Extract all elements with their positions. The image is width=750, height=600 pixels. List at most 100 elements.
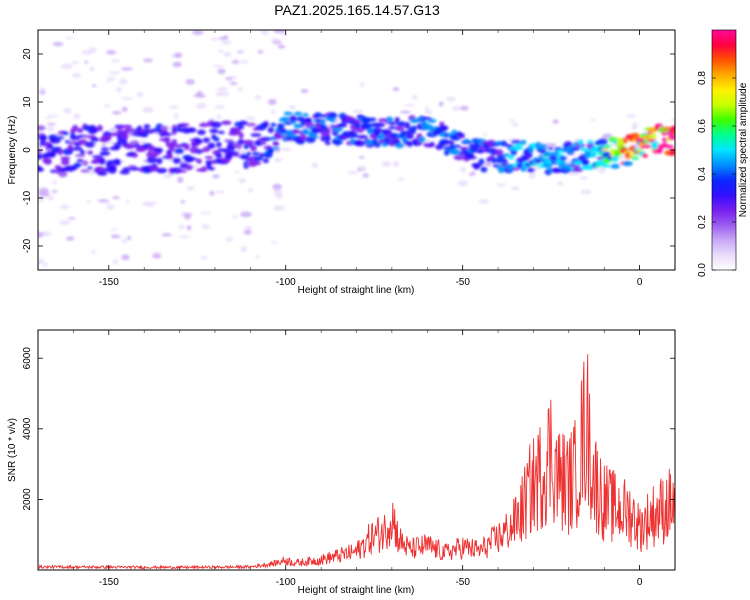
heatmap-cell bbox=[103, 104, 111, 108]
heatmap-cell bbox=[143, 58, 153, 63]
colorbar-tick-label: 0.4 bbox=[697, 167, 708, 181]
spectrogram-ylabel: Frequency (Hz) bbox=[7, 116, 18, 185]
heatmap-cell bbox=[328, 112, 338, 120]
heatmap-cell bbox=[84, 141, 96, 148]
heatmap-cell bbox=[186, 127, 197, 133]
heatmap-cell bbox=[234, 170, 240, 174]
heatmap-cell bbox=[216, 141, 222, 148]
heatmap-cell bbox=[642, 153, 648, 158]
heatmap-cell bbox=[56, 136, 65, 140]
heatmap-cell bbox=[233, 153, 240, 157]
heatmap-cell bbox=[603, 144, 612, 148]
heatmap-cell bbox=[362, 123, 373, 129]
heatmap-cell bbox=[99, 150, 111, 156]
heatmap-cell bbox=[552, 119, 559, 124]
heatmap-cell bbox=[240, 211, 252, 218]
heatmap-cell bbox=[217, 130, 225, 135]
heatmap-cell bbox=[452, 144, 462, 148]
heatmap-cell bbox=[354, 121, 361, 129]
heatmap-cell bbox=[67, 144, 73, 151]
heatmap-cell bbox=[216, 114, 222, 120]
heatmap-cell bbox=[152, 253, 162, 259]
heatmap-cell bbox=[80, 169, 90, 173]
heatmap-cell bbox=[156, 157, 163, 165]
heatmap-cell bbox=[270, 240, 278, 244]
heatmap-cell bbox=[81, 50, 93, 55]
heatmap-cell bbox=[217, 86, 229, 92]
heatmap-cell bbox=[338, 123, 348, 128]
heatmap-cell bbox=[596, 156, 605, 160]
heatmap-cell bbox=[38, 125, 46, 131]
heatmap-cell bbox=[570, 147, 581, 151]
heatmap-cell bbox=[106, 50, 117, 55]
heatmap-cell bbox=[468, 172, 475, 177]
heatmap-cell bbox=[460, 166, 467, 173]
heatmap-cell bbox=[237, 87, 244, 92]
heatmap-cell bbox=[210, 37, 219, 41]
heatmap-cell bbox=[280, 116, 292, 122]
heatmap-cell bbox=[360, 165, 367, 172]
heatmap-cell bbox=[538, 146, 549, 150]
heatmap-cell bbox=[461, 148, 467, 154]
heatmap-cell bbox=[101, 143, 107, 147]
heatmap-cell bbox=[209, 190, 215, 196]
heatmap-cell bbox=[146, 151, 153, 158]
heatmap-cell bbox=[38, 258, 44, 264]
heatmap-cell bbox=[324, 141, 331, 146]
heatmap-cell bbox=[291, 129, 300, 134]
heatmap-cell bbox=[178, 123, 190, 127]
heatmap-cell bbox=[648, 133, 657, 140]
heatmap-cell bbox=[112, 110, 122, 115]
heatmap-cell bbox=[38, 153, 44, 160]
x-tick-label: -150 bbox=[99, 577, 119, 588]
heatmap-cell bbox=[165, 153, 174, 160]
heatmap-cell bbox=[60, 156, 71, 161]
x-tick-label: -50 bbox=[455, 577, 470, 588]
heatmap-cell bbox=[92, 155, 103, 159]
heatmap-cell bbox=[601, 148, 609, 152]
heatmap-cell bbox=[394, 142, 405, 149]
heatmap-cell bbox=[238, 177, 247, 184]
heatmap-cell bbox=[43, 157, 52, 165]
heatmap-cell bbox=[622, 137, 628, 144]
heatmap-cell bbox=[597, 138, 608, 146]
heatmap-cell bbox=[109, 128, 117, 132]
heatmap-cell bbox=[273, 30, 286, 34]
heatmap-cell bbox=[185, 79, 195, 85]
heatmap-cell bbox=[72, 146, 83, 151]
heatmap-cell bbox=[131, 153, 139, 158]
heatmap-cell bbox=[254, 95, 262, 100]
heatmap-cell bbox=[245, 116, 256, 121]
heatmap-cell bbox=[492, 164, 500, 168]
heatmap-cell bbox=[399, 121, 405, 127]
heatmap-cell bbox=[114, 159, 120, 164]
heatmap-cell bbox=[213, 136, 220, 142]
heatmap-cell bbox=[243, 229, 252, 235]
heatmap-cell bbox=[220, 120, 232, 126]
heatmap-cell bbox=[97, 171, 108, 176]
heatmap-cell bbox=[81, 160, 89, 166]
x-tick-label: -100 bbox=[276, 277, 296, 288]
snr-background bbox=[38, 330, 675, 570]
heatmap-cell bbox=[239, 120, 249, 126]
heatmap-cell bbox=[178, 225, 186, 230]
heatmap-cell bbox=[97, 124, 103, 132]
heatmap-cell bbox=[548, 146, 554, 151]
heatmap-cell bbox=[598, 167, 606, 174]
heatmap-cell bbox=[650, 140, 659, 148]
heatmap-cell bbox=[51, 189, 58, 193]
heatmap-cell bbox=[392, 87, 400, 92]
heatmap-cell bbox=[443, 149, 450, 156]
heatmap-cell bbox=[121, 254, 130, 261]
y-tick-label: 20 bbox=[22, 48, 33, 60]
heatmap-cell bbox=[630, 132, 640, 139]
heatmap-cell bbox=[527, 167, 535, 173]
heatmap-cell bbox=[478, 199, 489, 205]
colorbar-label: Normalized spectral amplitude bbox=[738, 82, 749, 217]
heatmap-cell bbox=[502, 153, 510, 157]
heatmap-cell bbox=[211, 121, 222, 129]
heatmap-cell bbox=[411, 94, 418, 100]
heatmap-cell bbox=[215, 91, 225, 97]
heatmap-cell bbox=[179, 235, 190, 239]
